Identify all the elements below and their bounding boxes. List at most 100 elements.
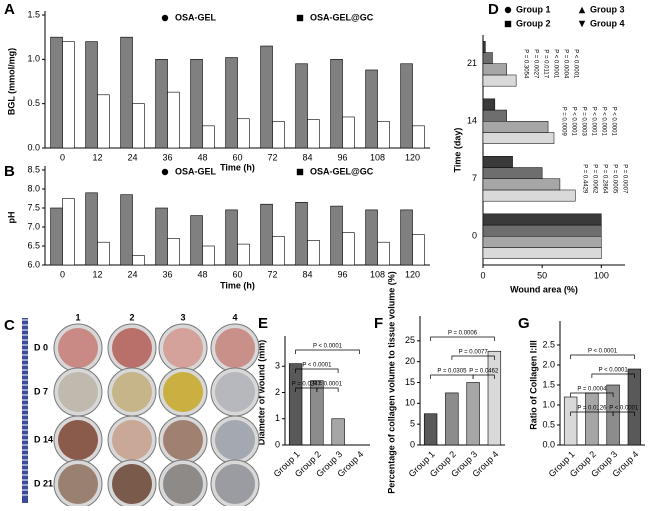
y-tick-label: 8.0 xyxy=(27,183,40,193)
bar xyxy=(482,74,517,87)
row-label: D 21 xyxy=(34,478,53,488)
bar xyxy=(482,167,543,180)
p-value: P = 0.0001 xyxy=(313,382,343,388)
column-label: 3 xyxy=(180,312,185,322)
x-tick-label: 36 xyxy=(162,269,172,279)
y-tick-label: 0.5 xyxy=(27,98,40,108)
y-axis-label: pH xyxy=(6,212,16,224)
bar xyxy=(482,247,602,259)
column-label: 2 xyxy=(129,312,134,322)
y-tick-label: 5 xyxy=(410,419,415,429)
bar xyxy=(365,209,378,266)
panel-letter: E xyxy=(258,315,268,332)
bar xyxy=(412,125,425,149)
p-value: P = 0.0009 xyxy=(560,107,566,137)
x-tick-label: 48 xyxy=(197,269,207,279)
wound-photo xyxy=(163,420,203,460)
y-tick-label: 7.0 xyxy=(27,221,40,231)
bar xyxy=(155,207,168,266)
x-tick-label: 100 xyxy=(594,270,609,280)
bar xyxy=(97,241,110,266)
bar xyxy=(202,245,215,266)
bar xyxy=(237,243,250,266)
x-tick-label: 60 xyxy=(232,269,242,279)
wound-photo xyxy=(112,372,152,412)
y-tick-label: 2.5 xyxy=(542,339,555,349)
bar xyxy=(482,132,555,144)
panel-letter: A xyxy=(4,1,15,18)
x-tick-label: 36 xyxy=(162,152,172,162)
p-value: P = 0.0462 xyxy=(469,369,499,375)
bar xyxy=(482,236,602,248)
legend-marker xyxy=(161,14,169,22)
bar xyxy=(482,52,493,64)
bar xyxy=(482,213,602,226)
y-axis-label: Time (day) xyxy=(452,128,462,173)
bar xyxy=(423,413,438,446)
bar xyxy=(190,59,203,149)
wound-photo xyxy=(58,420,98,460)
x-tick-label: 72 xyxy=(267,152,277,162)
panel-letter: B xyxy=(4,163,15,180)
significance-bracket xyxy=(612,411,635,416)
y-tick-label: 8.5 xyxy=(27,164,40,174)
bar xyxy=(260,45,273,149)
bar xyxy=(225,209,238,266)
bar xyxy=(482,224,602,237)
bar xyxy=(295,202,308,266)
y-tick-label: 3 xyxy=(275,361,280,371)
x-tick-label: 120 xyxy=(405,152,420,162)
bar xyxy=(482,156,513,168)
x-tick-label: 96 xyxy=(337,269,347,279)
p-value: P < 0.0001 xyxy=(570,107,576,137)
y-tick-label: 7.5 xyxy=(27,202,40,212)
x-tick-label: 108 xyxy=(370,152,385,162)
x-tick-label: 60 xyxy=(232,152,242,162)
bar xyxy=(482,109,507,122)
x-axis-label: Time (h) xyxy=(220,162,255,172)
row-label: D 14 xyxy=(34,434,53,444)
y-tick-label: 14 xyxy=(467,116,477,126)
p-value: P = 0.0126 xyxy=(577,406,607,412)
p-value: P = 0.4429 xyxy=(582,164,588,194)
legend-label: OSA-GEL xyxy=(175,166,217,176)
bar xyxy=(377,241,390,266)
p-value: P = 0.0003 xyxy=(580,107,586,137)
legend-label: Group 2 xyxy=(516,18,551,28)
wound-photo xyxy=(163,328,203,368)
p-value: P = 0.0007 xyxy=(622,164,628,194)
y-axis-label: Ratio of Collagen I:III xyxy=(528,340,538,430)
panel-letter: C xyxy=(4,317,15,334)
bar xyxy=(342,116,355,149)
wound-photo xyxy=(215,420,255,460)
x-tick-label: 84 xyxy=(302,152,312,162)
wound-photo xyxy=(215,328,255,368)
y-tick-label: 0.0 xyxy=(27,142,40,152)
x-tick-label: 120 xyxy=(405,269,420,279)
x-axis-label: Wound area (%) xyxy=(510,284,578,294)
bar xyxy=(466,382,480,446)
y-tick-label: 1.5 xyxy=(27,9,40,19)
bar xyxy=(400,209,413,266)
y-tick-label: 1.0 xyxy=(542,399,555,409)
bar xyxy=(132,255,145,266)
wound-photo xyxy=(112,420,152,460)
bar xyxy=(50,36,63,149)
p-value: P < 0.0001 xyxy=(302,363,332,369)
wound-photo xyxy=(58,464,98,504)
bar xyxy=(97,94,110,149)
p-value: P = 0.0247 xyxy=(292,382,322,388)
y-tick-label: 1 xyxy=(275,413,280,423)
p-value: P < 0.0001 xyxy=(590,107,596,137)
x-tick-label: 0 xyxy=(480,270,485,280)
bar xyxy=(202,125,215,149)
p-value: P = 0.0005 xyxy=(612,164,618,194)
y-axis-label: Diameter of wound (mm) xyxy=(256,340,266,446)
y-tick-label: 15 xyxy=(405,377,415,387)
bar xyxy=(627,368,642,446)
x-tick-label: 108 xyxy=(370,269,385,279)
x-tick-label: 84 xyxy=(302,269,312,279)
legend-label: OSA-GEL@GC xyxy=(310,166,374,176)
significance-bracket xyxy=(430,374,474,379)
